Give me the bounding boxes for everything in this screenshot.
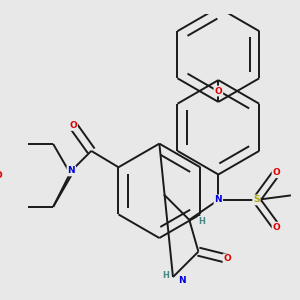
Text: O: O <box>214 86 222 95</box>
Text: H: H <box>163 271 169 280</box>
Text: O: O <box>69 121 77 130</box>
Text: N: N <box>178 276 186 285</box>
Text: N: N <box>68 167 75 176</box>
Text: H: H <box>199 217 206 226</box>
Text: O: O <box>272 168 280 177</box>
Text: S: S <box>253 195 260 204</box>
Text: O: O <box>224 254 231 263</box>
Text: O: O <box>0 171 3 180</box>
Text: N: N <box>214 195 222 204</box>
Text: O: O <box>272 223 280 232</box>
